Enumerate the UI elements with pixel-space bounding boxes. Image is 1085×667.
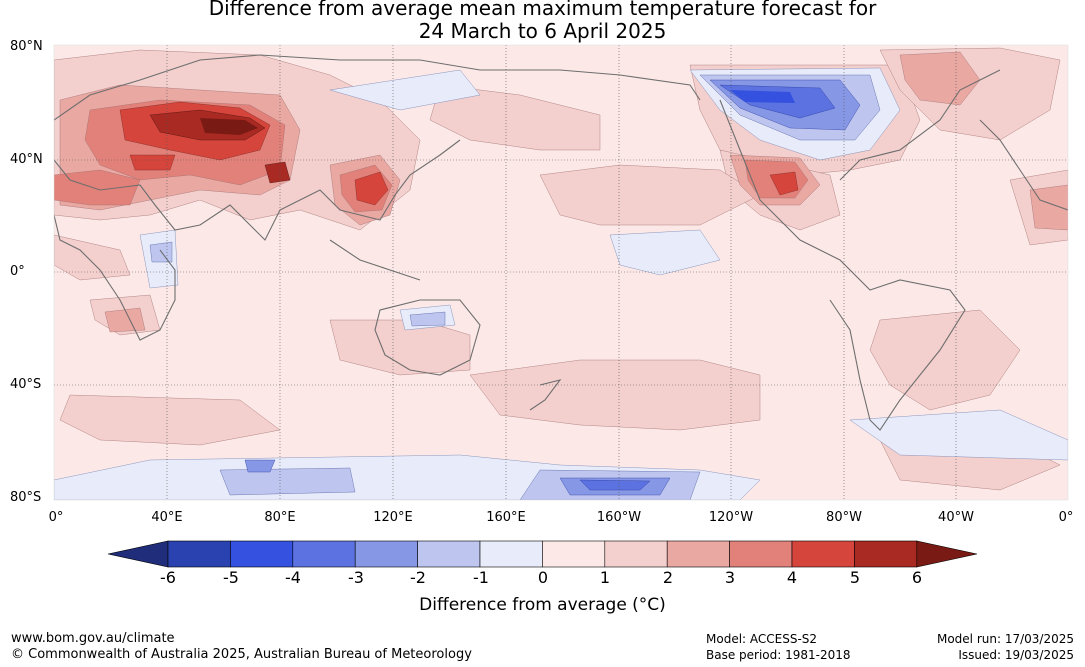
colorbar-bin [542, 540, 606, 568]
lon-label-80w: 80°W [826, 510, 862, 525]
anomaly-above-6 [200, 118, 258, 135]
colorbar-tick-label: 4 [786, 568, 798, 587]
coastlines [54, 54, 1068, 431]
lon-label-0-right: 0° [1058, 510, 1074, 525]
colorbar-tick-label: 3 [724, 568, 736, 587]
map-frame [53, 44, 1069, 501]
footer-model: Model: ACCESS-S2 [706, 632, 818, 646]
colorbar-bin [666, 540, 730, 568]
colorbar-bin [791, 540, 855, 568]
colorbar-bin [729, 540, 793, 568]
colorbar-tick-label: -2 [410, 568, 426, 587]
map-title-line-2: 24 March to 6 April 2025 [418, 19, 667, 43]
colorbar-tick-label: -3 [348, 568, 364, 587]
lon-label-160e: 160°E [486, 510, 526, 525]
footer-url: www.bom.gov.au/climate [11, 631, 175, 646]
colorbar-bin [354, 540, 418, 568]
lon-label-80e: 80°E [264, 510, 296, 525]
colorbar-bin [854, 540, 918, 568]
colorbar-bin [604, 540, 668, 568]
colorbar-bin [479, 540, 543, 568]
lon-label-40w: 40°W [938, 510, 974, 525]
colorbar-tick-label: -1 [473, 568, 489, 587]
colorbar-tick-label: 0 [537, 568, 549, 587]
colorbar-title: Difference from average (°C) [419, 595, 666, 615]
lon-label-0-left: 0° [48, 510, 64, 525]
colorbar-bin [292, 540, 356, 568]
colorbar-extend-min [107, 540, 169, 568]
colorbar-bin [167, 540, 231, 568]
lat-label-80s: 80°S [10, 490, 42, 505]
lat-label-40s: 40°S [10, 377, 42, 392]
footer-copyright: © Commonwealth of Australia 2025, Austra… [11, 647, 472, 662]
lat-label-80n: 80°N [10, 39, 43, 54]
lon-label-120e: 120°E [373, 510, 413, 525]
map-title-line-1: Difference from average mean maximum tem… [208, 0, 877, 20]
colorbar-tick-label: -5 [223, 568, 239, 587]
colorbar [107, 540, 978, 568]
colorbar-tick-label: 2 [662, 568, 674, 587]
lat-label-0: 0° [10, 264, 25, 279]
footer-issued: Issued: 19/03/2025 [958, 648, 1074, 662]
lon-label-160w: 160°W [596, 510, 642, 525]
lon-label-120w: 120°W [708, 510, 754, 525]
graticule [54, 45, 1068, 500]
lat-label-40n: 40°N [10, 152, 43, 167]
colorbar-extend-max [916, 540, 978, 568]
colorbar-tick-label: 6 [911, 568, 923, 587]
colorbar-bin [230, 540, 294, 568]
footer-model-run: Model run: 17/03/2025 [936, 632, 1074, 646]
colorbar-tick-label: 5 [849, 568, 861, 587]
colorbar-bin [417, 540, 481, 568]
colorbar-tick-label: 1 [599, 568, 611, 587]
colorbar-tick-label: -4 [285, 568, 301, 587]
lon-label-40e: 40°E [151, 510, 183, 525]
colorbar-tick-label: -6 [160, 568, 176, 587]
footer-base-period: Base period: 1981-2018 [706, 648, 851, 662]
anomaly-neg-5-4 [730, 90, 795, 103]
